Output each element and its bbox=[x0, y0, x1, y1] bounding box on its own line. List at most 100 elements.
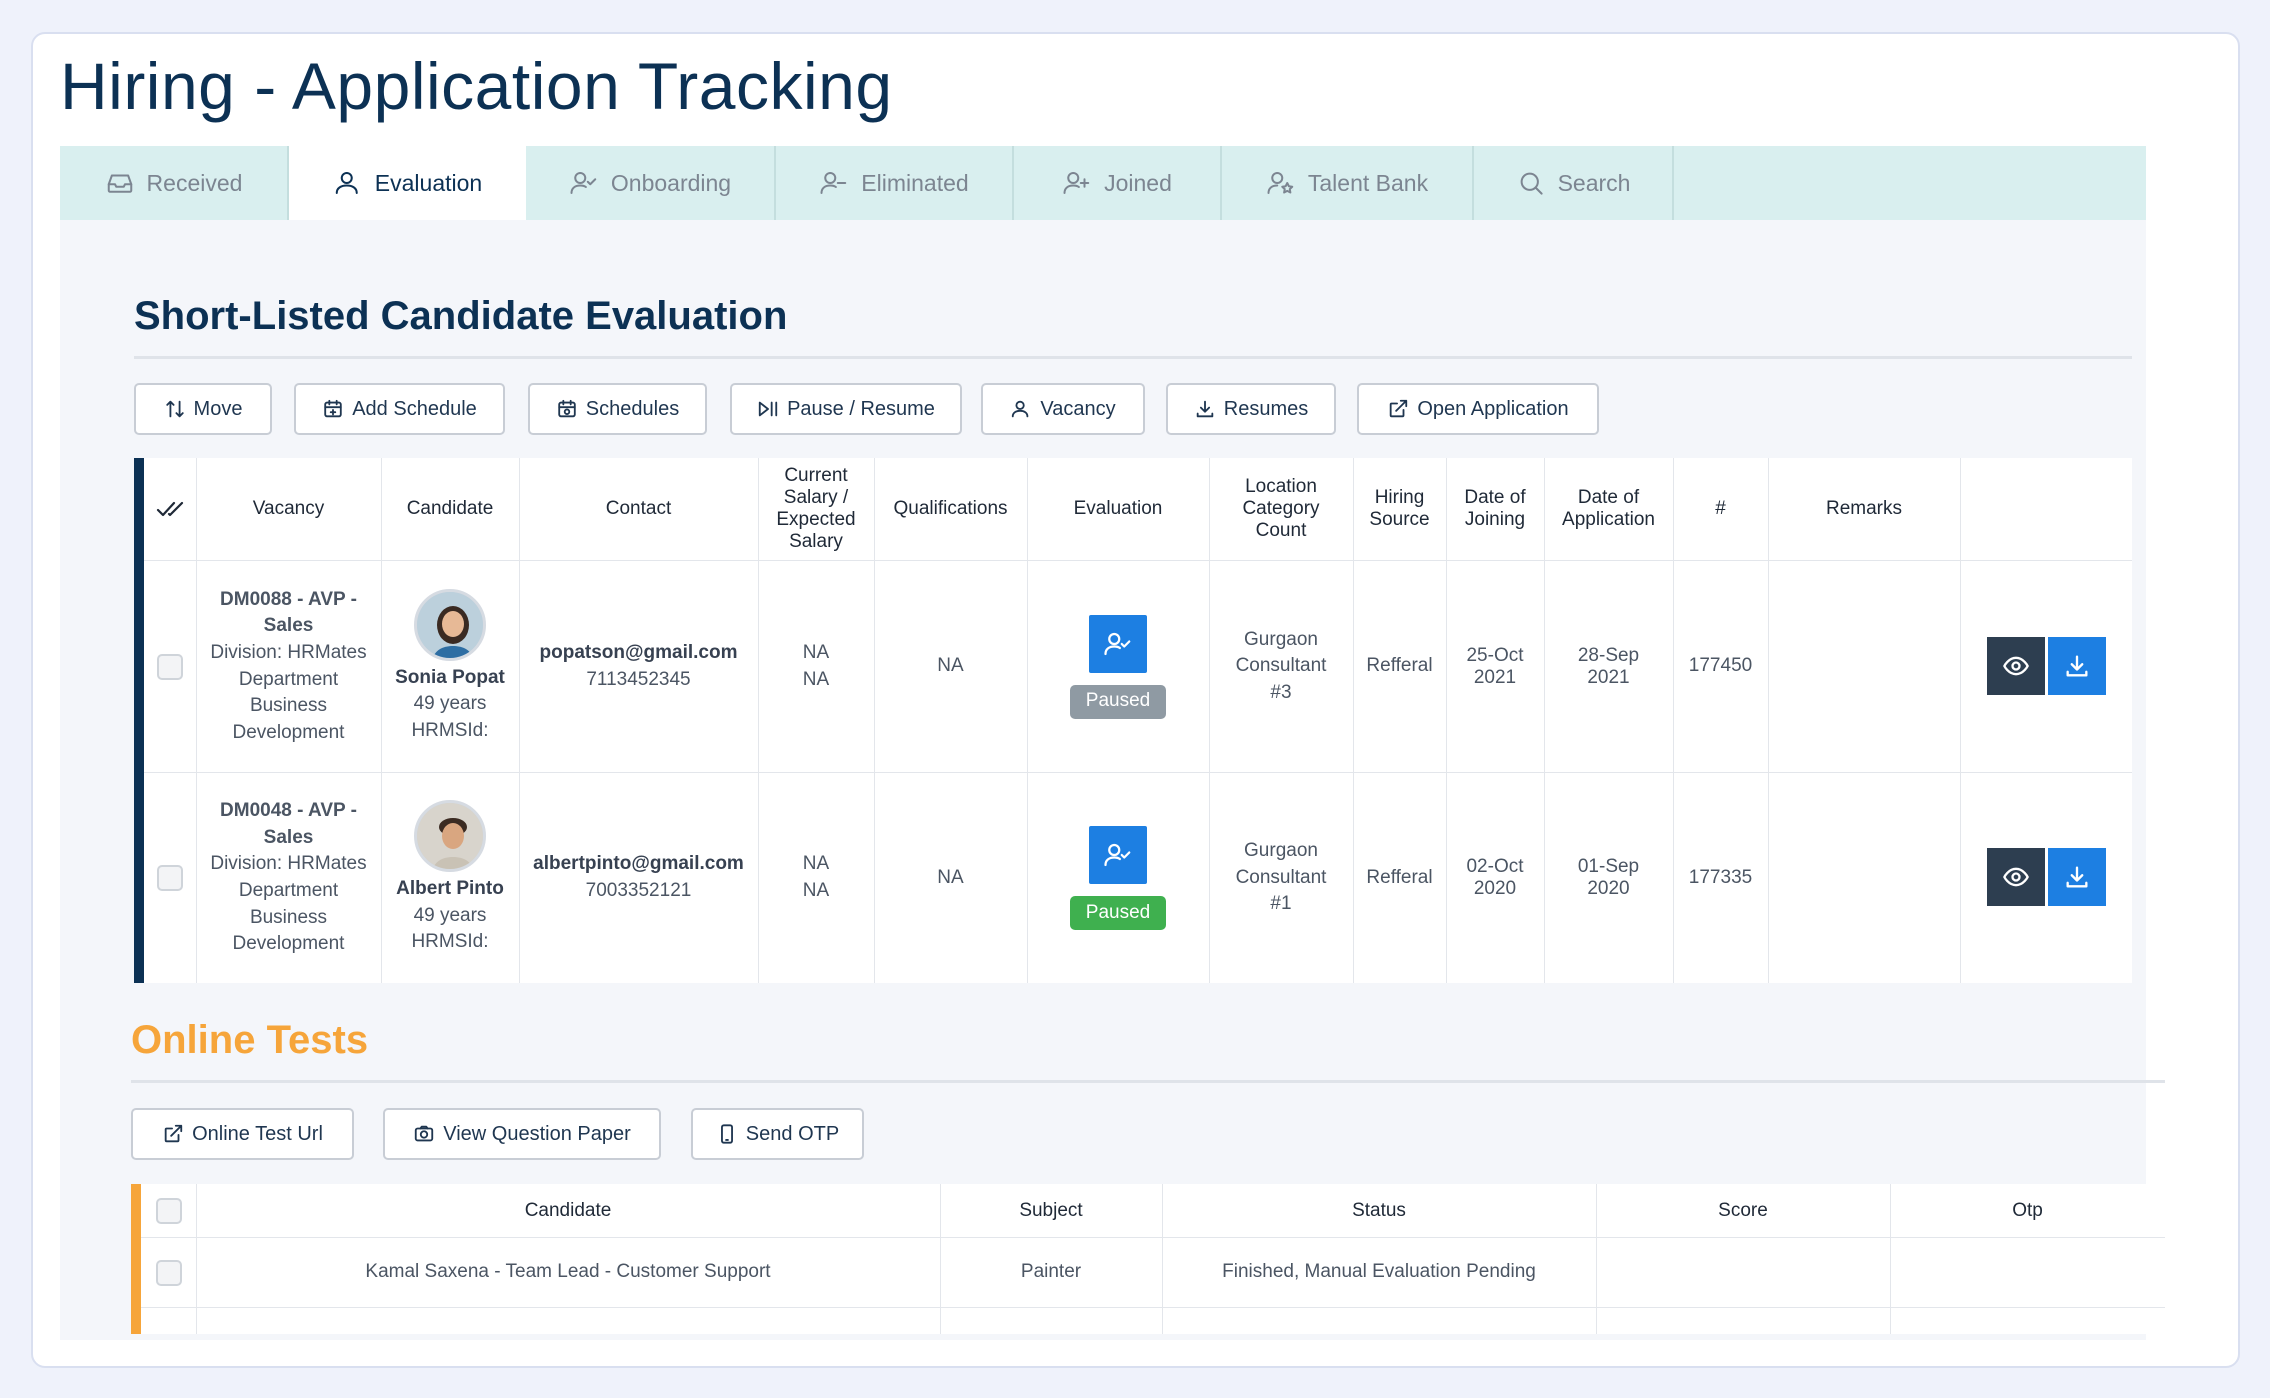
grid-line bbox=[1446, 458, 1447, 983]
user-check-icon bbox=[1104, 843, 1131, 867]
grid-line bbox=[196, 458, 197, 983]
grid-line bbox=[141, 1237, 2165, 1238]
download-icon bbox=[2066, 866, 2088, 888]
evaluate-button[interactable] bbox=[1089, 614, 1147, 673]
schedules-button[interactable]: Schedules bbox=[528, 383, 707, 435]
external-link-icon bbox=[1390, 399, 1408, 418]
tab-onboarding[interactable]: Onboarding bbox=[526, 146, 776, 220]
test-otp-cell bbox=[1890, 1238, 2165, 1307]
qualifications-cell: NA bbox=[937, 866, 964, 888]
location-cell: Gurgaon Consultant #3 bbox=[1235, 628, 1327, 703]
current-salary: NA bbox=[802, 853, 830, 875]
view-button[interactable] bbox=[1987, 848, 2045, 906]
calendar-clock-icon bbox=[558, 399, 576, 418]
vacancy-button[interactable]: Vacancy bbox=[981, 383, 1145, 435]
avatar[interactable] bbox=[414, 800, 486, 873]
expected-salary: NA bbox=[802, 668, 830, 690]
col-header-status: Status bbox=[1352, 1199, 1406, 1221]
section-title-online-tests: Online Tests bbox=[131, 1018, 369, 1062]
test-score-cell bbox=[1596, 1238, 1890, 1307]
grid-line bbox=[1596, 1184, 1597, 1334]
candidate-hrms-id: HRMSId: bbox=[411, 719, 489, 741]
col-header-salary: Current Salary / Expected Salary bbox=[776, 465, 856, 552]
search-icon bbox=[1520, 172, 1543, 195]
online-test-url-button[interactable]: Online Test Url bbox=[131, 1108, 354, 1160]
tab-talent-bank[interactable]: Talent Bank bbox=[1222, 146, 1474, 220]
tab-evaluation[interactable]: Evaluation bbox=[289, 146, 526, 220]
pause-resume-button[interactable]: Pause / Resume bbox=[730, 383, 962, 435]
download-button[interactable] bbox=[2048, 637, 2106, 695]
grid-line bbox=[758, 458, 759, 983]
user-check-icon bbox=[570, 172, 597, 194]
select-all-checkbox[interactable] bbox=[141, 1184, 196, 1237]
grid-line bbox=[196, 1184, 197, 1334]
location-cell: Gurgaon Consultant #1 bbox=[1235, 840, 1327, 915]
download-button[interactable] bbox=[2048, 848, 2106, 906]
contact-cell: albertpinto@gmail.com 7003352121 bbox=[519, 773, 758, 983]
remarks-cell bbox=[1768, 561, 1960, 772]
number-cell: 177335 bbox=[1688, 866, 1753, 888]
test-candidate-cell: Kamal Saxena - Team Lead - Customer Supp… bbox=[365, 1261, 771, 1283]
contact-phone: 7003352121 bbox=[585, 880, 692, 901]
move-button[interactable]: Move bbox=[134, 383, 272, 435]
select-all-checkmark[interactable] bbox=[144, 458, 196, 560]
section-divider bbox=[134, 356, 2132, 359]
tab-received[interactable]: Received bbox=[60, 146, 289, 220]
camera-icon bbox=[415, 1125, 434, 1142]
vacancy-code: DM0048 - AVP - Sales bbox=[220, 800, 357, 848]
candidate-cell: Albert Pinto 49 years HRMSId: bbox=[381, 773, 519, 983]
avatar[interactable] bbox=[414, 588, 486, 661]
contact-email[interactable]: albertpinto@gmail.com bbox=[533, 853, 744, 875]
evaluation-cell: Paused bbox=[1027, 561, 1209, 772]
candidate-age: 49 years bbox=[413, 693, 487, 715]
candidate-age: 49 years bbox=[413, 904, 487, 926]
open-application-button[interactable]: Open Application bbox=[1357, 383, 1599, 435]
mobile-phone-icon bbox=[720, 1124, 733, 1144]
user-star-icon bbox=[1267, 172, 1294, 194]
date-application-cell: 01-Sep 2020 bbox=[1577, 856, 1640, 899]
vacancy-cell: DM0088 - AVP - Sales Division: HRMates D… bbox=[196, 561, 381, 772]
grid-line bbox=[1544, 458, 1545, 983]
contact-phone: 7113452345 bbox=[586, 668, 691, 690]
contact-cell: popatson@gmail.com 7113452345 bbox=[519, 561, 758, 772]
resumes-button[interactable]: Resumes bbox=[1166, 383, 1336, 435]
col-header-contact: Contact bbox=[605, 498, 672, 520]
view-question-paper-button[interactable]: View Question Paper bbox=[383, 1108, 661, 1160]
row-checkbox[interactable] bbox=[144, 561, 196, 772]
contact-email[interactable]: popatson@gmail.com bbox=[539, 641, 738, 663]
tab-eliminated[interactable]: Eliminated bbox=[776, 146, 1014, 220]
user-icon bbox=[1012, 400, 1029, 418]
vacancy-detail: Division: HRMates Department Business De… bbox=[210, 641, 367, 743]
online-tests-table bbox=[131, 1184, 2165, 1334]
candidate-hrms-id: HRMSId: bbox=[411, 931, 489, 953]
grid-line bbox=[940, 1184, 941, 1334]
user-icon bbox=[335, 172, 358, 194]
grid-line bbox=[144, 560, 2132, 561]
send-otp-button[interactable]: Send OTP bbox=[691, 1108, 864, 1160]
date-application-cell: 28-Sep 2021 bbox=[1577, 644, 1640, 688]
view-button[interactable] bbox=[1987, 637, 2045, 695]
tab-bar: Received Evaluation Onboarding Eliminate… bbox=[60, 146, 2146, 220]
vacancy-detail: Division: HRMates Department Business De… bbox=[210, 853, 367, 955]
current-salary: NA bbox=[802, 641, 830, 663]
grid-line bbox=[1768, 458, 1769, 983]
vacancy-cell: DM0048 - AVP - Sales Division: HRMates D… bbox=[196, 773, 381, 983]
hiring-source-cell: Refferal bbox=[1366, 866, 1433, 888]
col-header-date-joining: Date of Joining bbox=[1464, 487, 1526, 530]
add-schedule-button[interactable]: Add Schedule bbox=[294, 383, 505, 435]
col-header-candidate: Candidate bbox=[524, 1199, 612, 1221]
col-header-subject: Subject bbox=[1019, 1199, 1083, 1221]
tab-joined[interactable]: Joined bbox=[1014, 146, 1222, 220]
tab-search[interactable]: Search bbox=[1474, 146, 1674, 220]
qualifications-cell: NA bbox=[937, 655, 964, 677]
tab-label: Eliminated bbox=[861, 169, 969, 196]
col-header-score: Score bbox=[1718, 1199, 1768, 1221]
user-minus-icon bbox=[820, 172, 847, 194]
grid-line bbox=[1209, 458, 1210, 983]
evaluate-button[interactable] bbox=[1089, 826, 1147, 884]
row-checkbox[interactable] bbox=[144, 773, 196, 983]
row-checkbox[interactable] bbox=[141, 1238, 196, 1307]
date-joining-cell: 02-Oct 2020 bbox=[1466, 856, 1524, 899]
play-pause-icon bbox=[758, 401, 778, 417]
grid-line bbox=[381, 458, 382, 983]
